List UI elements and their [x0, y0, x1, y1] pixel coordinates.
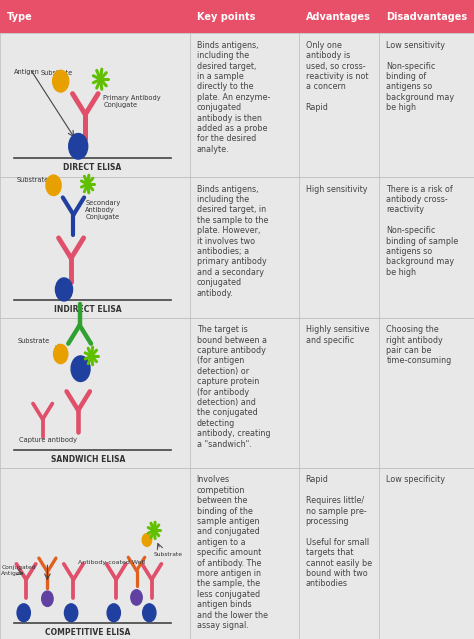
Text: Antigen: Antigen	[14, 68, 40, 75]
Bar	[0, 33, 474, 177]
Text: Type: Type	[7, 12, 33, 22]
Text: Key points: Key points	[197, 12, 255, 22]
Bar	[0, 177, 474, 318]
Bar	[0, 0, 474, 33]
Circle shape	[55, 278, 73, 301]
Text: Binds antigens,
including the
desired target, in
the sample to the
plate. Howeve: Binds antigens, including the desired ta…	[197, 185, 268, 298]
Text: Low sensitivity

Non-specific
binding of
antigens so
background may
be high: Low sensitivity Non-specific binding of …	[386, 41, 455, 112]
Text: Antibody-coated Well: Antibody-coated Well	[78, 560, 145, 565]
Circle shape	[69, 134, 88, 159]
Circle shape	[54, 344, 68, 364]
Text: Choosing the
right antibody
pair can be
time-consuming: Choosing the right antibody pair can be …	[386, 325, 452, 366]
Text: High sensitivity: High sensitivity	[306, 185, 367, 194]
Text: Only one
antibody is
used, so cross-
reactivity is not
a concern

Rapid: Only one antibody is used, so cross- rea…	[306, 41, 368, 112]
Circle shape	[42, 591, 53, 606]
Circle shape	[46, 175, 61, 196]
Text: COMPETITIVE ELISA: COMPETITIVE ELISA	[45, 628, 130, 637]
Text: Involves
competition
between the
binding of the
sample antigen
and conjugated
an: Involves competition between the binding…	[197, 475, 268, 630]
Circle shape	[131, 590, 142, 605]
Text: Secondary
Antibody
Conjugate: Secondary Antibody Conjugate	[85, 199, 120, 220]
Bar	[0, 318, 474, 468]
Circle shape	[64, 604, 78, 622]
Circle shape	[107, 604, 120, 622]
Circle shape	[143, 604, 156, 622]
Text: Highly sensitive
and specific: Highly sensitive and specific	[306, 325, 369, 344]
Circle shape	[17, 604, 30, 622]
Circle shape	[142, 534, 152, 546]
Text: Substrate: Substrate	[17, 176, 49, 183]
Bar	[0, 468, 474, 639]
Circle shape	[71, 356, 90, 381]
Text: Low specificity: Low specificity	[386, 475, 445, 484]
Text: The target is
bound between a
capture antibody
(for antigen
detection) or
captur: The target is bound between a capture an…	[197, 325, 270, 449]
Text: Substrate: Substrate	[154, 551, 183, 557]
Text: Binds antigens,
including the
desired target,
in a sample
directly to the
plate.: Binds antigens, including the desired ta…	[197, 41, 270, 154]
Text: Capture antibody: Capture antibody	[19, 438, 77, 443]
Circle shape	[53, 70, 69, 92]
Text: Advantages: Advantages	[306, 12, 371, 22]
Text: Substrate: Substrate	[18, 338, 50, 344]
Text: Rapid

Requires little/
no sample pre-
processing

Useful for small
targets that: Rapid Requires little/ no sample pre- pr…	[306, 475, 372, 589]
Text: Conjugated
Antigen: Conjugated Antigen	[1, 566, 36, 576]
Text: Primary Antibody
Conjugate: Primary Antibody Conjugate	[103, 95, 161, 108]
Text: DIRECT ELISA: DIRECT ELISA	[64, 163, 121, 172]
Text: Disadvantages: Disadvantages	[386, 12, 467, 22]
Text: There is a risk of
antibody cross-
reactivity

Non-specific
binding of sample
an: There is a risk of antibody cross- react…	[386, 185, 458, 277]
Text: SANDWICH ELISA: SANDWICH ELISA	[51, 455, 125, 464]
Text: INDIRECT ELISA: INDIRECT ELISA	[54, 305, 121, 314]
Text: Substrate: Substrate	[40, 70, 73, 76]
